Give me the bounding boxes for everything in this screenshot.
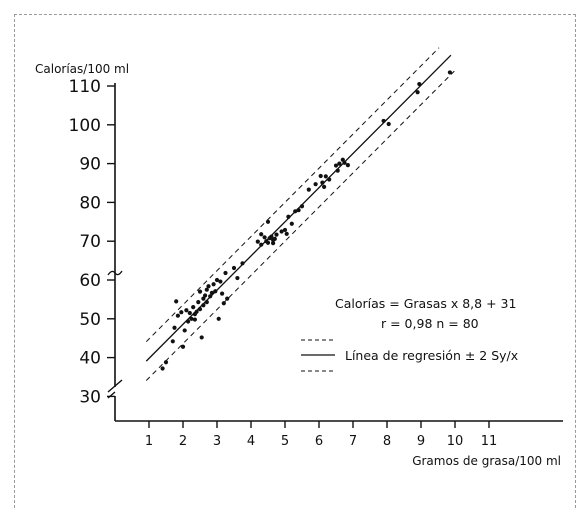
- data-point: [164, 360, 168, 364]
- data-point: [300, 204, 304, 208]
- data-point: [266, 220, 270, 224]
- data-point: [259, 243, 263, 247]
- x-axis-title: Gramos de grasa/100 ml: [412, 454, 561, 468]
- data-point: [266, 241, 270, 245]
- x-tick-label: 7: [349, 434, 357, 449]
- y-tick-label: 30: [79, 387, 101, 407]
- data-point: [213, 289, 217, 293]
- data-point: [320, 181, 324, 185]
- data-point: [218, 279, 222, 283]
- data-point: [181, 345, 185, 349]
- data-point: [203, 293, 207, 297]
- legend-regression-label: Línea de regresión ± 2 Sy/x: [345, 348, 518, 363]
- lower-band-line: [146, 71, 454, 380]
- data-point: [314, 182, 318, 186]
- data-point: [176, 314, 180, 318]
- data-point: [198, 307, 202, 311]
- data-point: [174, 299, 178, 303]
- data-point: [196, 300, 200, 304]
- y-tick-label: 100: [69, 116, 101, 136]
- data-point: [232, 266, 236, 270]
- data-point: [222, 301, 226, 305]
- data-point: [283, 228, 287, 232]
- data-point: [337, 162, 341, 166]
- data-point: [387, 122, 391, 126]
- regression-stats: r = 0,98 n = 80: [381, 316, 479, 331]
- data-point: [322, 185, 326, 189]
- y-tick-label: 70: [79, 232, 101, 252]
- x-tick-label: 3: [213, 434, 221, 449]
- data-point: [417, 82, 421, 86]
- data-point: [193, 312, 197, 316]
- data-point: [201, 303, 205, 307]
- data-point: [200, 335, 204, 339]
- data-point: [191, 305, 195, 309]
- y-tick-label: 80: [79, 193, 101, 213]
- x-tick-label: 8: [383, 434, 391, 449]
- x-tick-label: 11: [481, 434, 498, 449]
- data-point: [290, 222, 294, 226]
- y-tick-label: 40: [79, 349, 101, 369]
- data-point: [274, 233, 278, 237]
- data-point: [205, 300, 209, 304]
- data-point: [183, 328, 187, 332]
- data-point: [285, 232, 289, 236]
- x-tick-label: 10: [447, 434, 464, 449]
- y-tick-label: 90: [79, 155, 101, 175]
- data-point: [220, 291, 224, 295]
- y-axis-title: Calorías/100 ml: [35, 62, 129, 76]
- data-point: [161, 366, 165, 370]
- data-point: [307, 187, 311, 191]
- x-tick-label: 1: [145, 434, 153, 449]
- data-point: [193, 317, 197, 321]
- data-point: [336, 168, 340, 172]
- data-point: [263, 235, 267, 239]
- data-point: [184, 308, 188, 312]
- x-tick-label: 2: [179, 434, 187, 449]
- y-tick-label: 50: [79, 310, 101, 330]
- x-tick-label: 9: [417, 434, 425, 449]
- data-point: [382, 119, 386, 123]
- y-tick-label: 60: [79, 271, 101, 291]
- data-point: [416, 90, 420, 94]
- data-point: [259, 232, 263, 236]
- scatter-chart: 110 100 90 80 70 60 50 40 30 1 2 3 4 5 6 7 8 9 10 11 Calorí…: [15, 15, 577, 509]
- data-point: [223, 271, 227, 275]
- data-point: [327, 177, 331, 181]
- regression-equation: Calorías = Grasas x 8,8 + 31: [335, 296, 516, 311]
- data-point: [256, 239, 260, 243]
- data-point: [172, 326, 176, 330]
- data-point: [186, 319, 190, 323]
- data-point: [171, 339, 175, 343]
- data-point: [206, 284, 210, 288]
- data-point: [217, 317, 221, 321]
- data-point: [188, 311, 192, 315]
- data-point: [179, 310, 183, 314]
- data-point: [212, 282, 216, 286]
- data-point: [319, 174, 323, 178]
- x-tick-label: 4: [247, 434, 255, 449]
- data-point: [286, 215, 290, 219]
- data-point: [198, 290, 202, 294]
- data-point: [448, 70, 452, 74]
- data-point: [235, 276, 239, 280]
- chart-frame: 110 100 90 80 70 60 50 40 30 1 2 3 4 5 6 7 8 9 10 11 Calorí…: [14, 14, 576, 508]
- data-point: [240, 261, 244, 265]
- data-point: [324, 174, 328, 178]
- data-point: [271, 238, 275, 242]
- data-point: [342, 161, 346, 165]
- data-point: [225, 297, 229, 301]
- x-tick-label: 5: [281, 434, 289, 449]
- axes: [108, 83, 563, 421]
- x-tick-label: 6: [315, 434, 323, 449]
- tick-group: 110 100 90 80 70 60 50 40 30 1 2 3 4 5 6 7 8 9 10 11: [69, 77, 498, 449]
- y-tick-label: 110: [69, 77, 101, 97]
- data-point: [346, 163, 350, 167]
- data-point: [297, 208, 301, 212]
- legend: Línea de regresión ± 2 Sy/x: [301, 340, 518, 371]
